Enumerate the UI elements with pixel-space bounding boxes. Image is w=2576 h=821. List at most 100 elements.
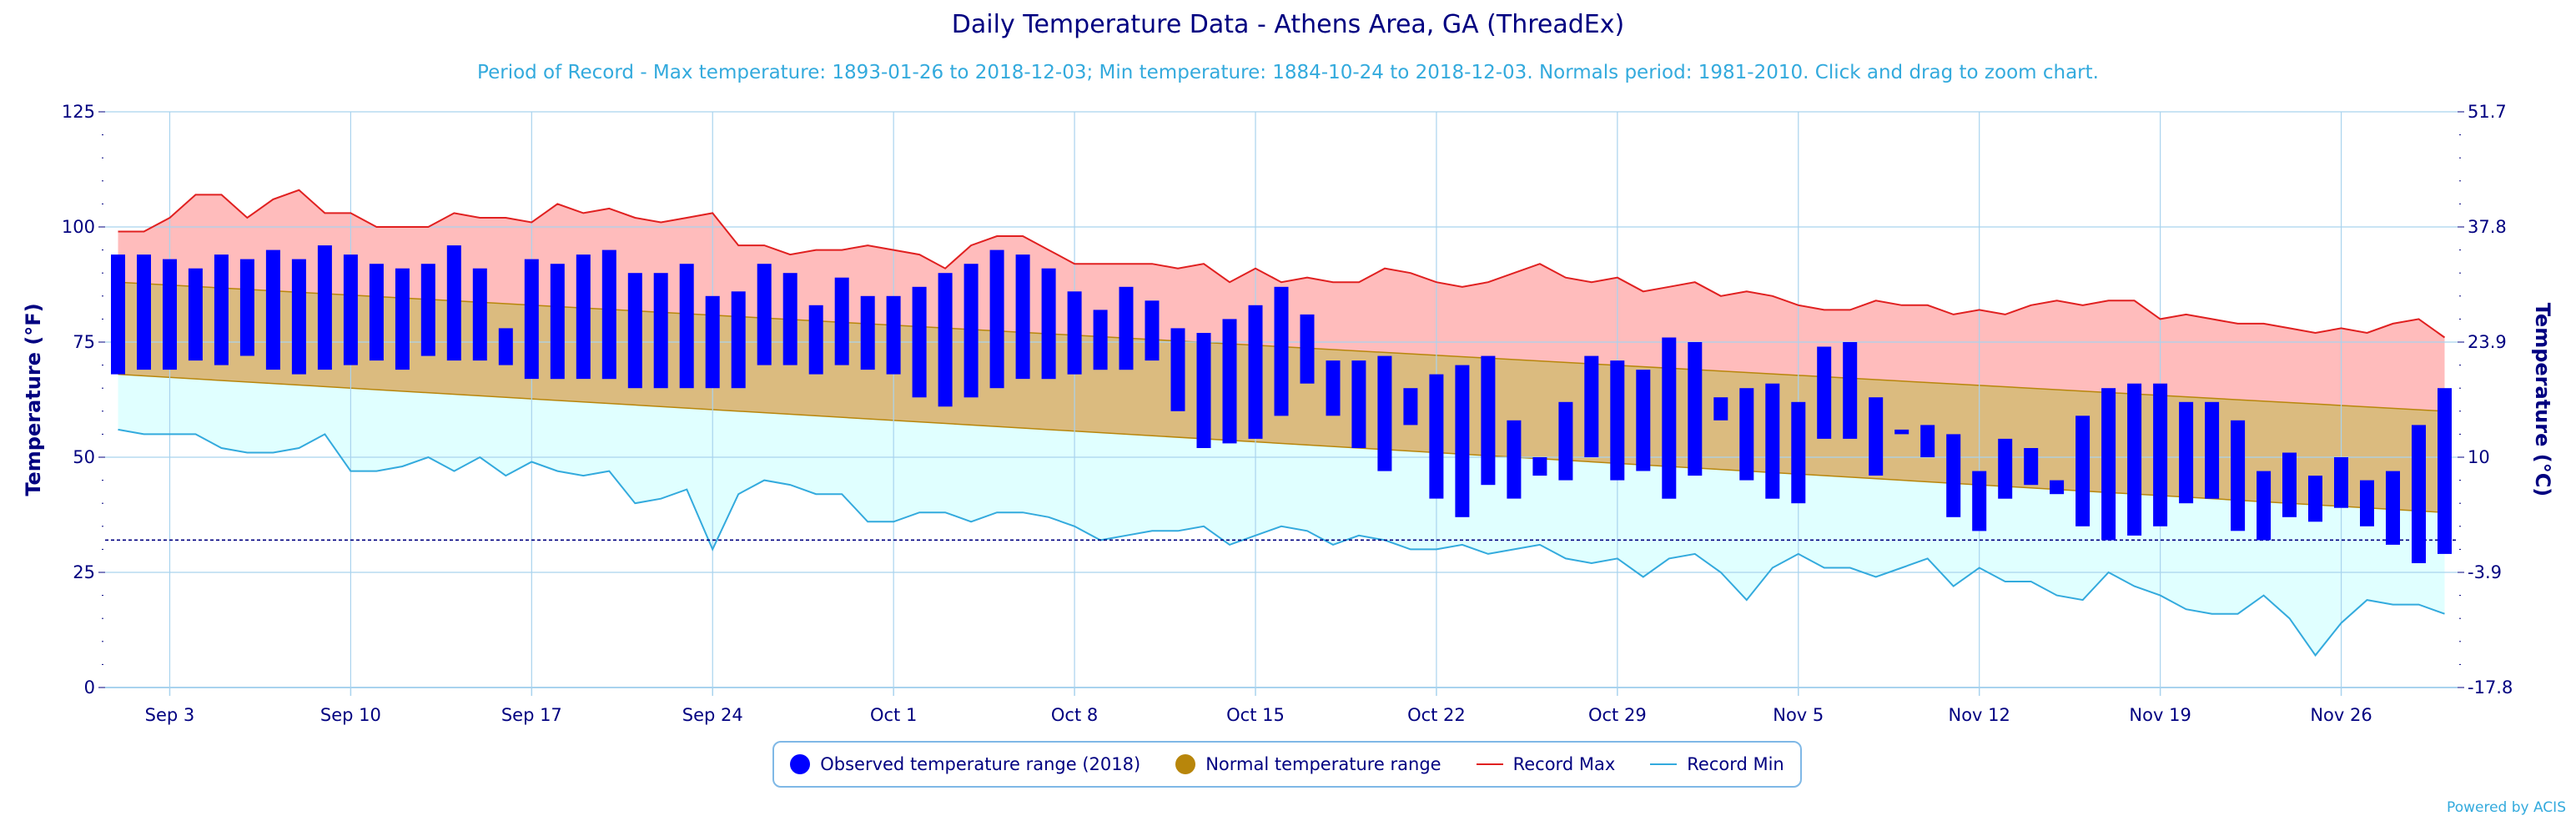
- observed-bar[interactable]: [2438, 388, 2452, 554]
- observed-bar[interactable]: [1041, 268, 1056, 380]
- observed-bar[interactable]: [1170, 328, 1185, 411]
- temperature-chart[interactable]: 0 25 50 75 100 125 -17.8 -3.9 10 23.9 37.8 51.7 Sep …: [0, 0, 2576, 734]
- observed-bar[interactable]: [1636, 370, 1651, 471]
- observed-bar[interactable]: [989, 249, 1004, 389]
- observed-bar[interactable]: [1532, 457, 1547, 476]
- observed-bar[interactable]: [291, 259, 306, 375]
- observed-bar[interactable]: [2075, 416, 2090, 526]
- observed-bar[interactable]: [1429, 374, 1444, 499]
- observed-bar[interactable]: [1119, 286, 1134, 370]
- observed-bar[interactable]: [963, 264, 979, 398]
- observed-bar[interactable]: [2257, 471, 2272, 541]
- observed-bar[interactable]: [2334, 457, 2348, 508]
- observed-bar[interactable]: [860, 295, 875, 370]
- credits-link[interactable]: Powered by ACIS: [2447, 799, 2566, 816]
- observed-bar[interactable]: [343, 254, 358, 365]
- observed-bar[interactable]: [214, 254, 229, 365]
- observed-bar[interactable]: [317, 245, 332, 370]
- observed-bar[interactable]: [886, 295, 901, 375]
- observed-bar[interactable]: [938, 273, 953, 407]
- observed-bar[interactable]: [420, 264, 435, 356]
- observed-bar[interactable]: [782, 273, 797, 365]
- observed-bar[interactable]: [137, 254, 151, 370]
- observed-bar[interactable]: [1145, 300, 1160, 361]
- observed-bar[interactable]: [2205, 401, 2220, 499]
- observed-bar[interactable]: [1093, 310, 1108, 370]
- observed-bar[interactable]: [239, 259, 254, 356]
- observed-bar[interactable]: [1248, 305, 1263, 439]
- observed-bar[interactable]: [2386, 471, 2400, 545]
- observed-bar[interactable]: [679, 264, 694, 389]
- observed-bar[interactable]: [2308, 476, 2322, 522]
- observed-bar[interactable]: [1894, 429, 1909, 435]
- observed-bar[interactable]: [1351, 360, 1366, 448]
- observed-bar[interactable]: [1688, 342, 1703, 476]
- observed-bar[interactable]: [446, 245, 461, 361]
- observed-bar[interactable]: [1791, 401, 1806, 504]
- observed-bar[interactable]: [1584, 355, 1599, 457]
- observed-bar[interactable]: [1196, 333, 1211, 448]
- legend-item-record-min[interactable]: Record Min: [1650, 754, 1784, 774]
- observed-bar[interactable]: [1507, 420, 1522, 499]
- observed-bar[interactable]: [731, 291, 746, 389]
- observed-bar[interactable]: [265, 249, 280, 370]
- observed-bar[interactable]: [1920, 425, 1935, 457]
- observed-bar[interactable]: [1558, 401, 1573, 481]
- observed-bar[interactable]: [601, 249, 616, 380]
- observed-bar[interactable]: [2050, 480, 2065, 495]
- record-max-line[interactable]: [118, 189, 2446, 339]
- observed-bar[interactable]: [1662, 337, 1677, 499]
- observed-bar[interactable]: [1326, 360, 1341, 416]
- observed-bar[interactable]: [2127, 383, 2142, 536]
- observed-bar[interactable]: [653, 273, 668, 389]
- observed-bar[interactable]: [1946, 434, 1961, 517]
- record-min-line[interactable]: [118, 428, 2445, 657]
- observed-bar[interactable]: [1713, 397, 1728, 421]
- observed-bar[interactable]: [111, 254, 125, 375]
- observed-bar[interactable]: [1998, 438, 2013, 499]
- observed-bar[interactable]: [576, 254, 591, 380]
- observed-bar[interactable]: [1481, 355, 1496, 486]
- observed-bar[interactable]: [1765, 383, 1780, 499]
- observed-bar[interactable]: [757, 264, 772, 365]
- observed-bar[interactable]: [1067, 291, 1082, 375]
- observed-bar[interactable]: [1377, 355, 1392, 471]
- plot-area[interactable]: [105, 111, 2458, 688]
- legend-item-record-max[interactable]: Record Max: [1476, 754, 1615, 774]
- observed-bar[interactable]: [808, 305, 823, 375]
- observed-bar[interactable]: [395, 268, 410, 370]
- observed-bar[interactable]: [2360, 480, 2374, 526]
- observed-bar[interactable]: [1222, 319, 1237, 444]
- observed-bar[interactable]: [2101, 388, 2116, 541]
- observed-bar[interactable]: [1455, 365, 1470, 517]
- observed-bar[interactable]: [2153, 383, 2168, 526]
- observed-bar[interactable]: [498, 328, 513, 365]
- observed-bar[interactable]: [472, 268, 487, 361]
- observed-bar[interactable]: [705, 295, 720, 389]
- observed-bar[interactable]: [1274, 286, 1289, 416]
- observed-bar[interactable]: [1869, 397, 1884, 476]
- observed-bar[interactable]: [369, 264, 384, 361]
- observed-bar[interactable]: [1739, 388, 1754, 481]
- observed-bar[interactable]: [1610, 360, 1625, 481]
- observed-bar[interactable]: [1972, 471, 1987, 531]
- observed-bar[interactable]: [550, 264, 565, 380]
- observed-bar[interactable]: [163, 259, 177, 370]
- observed-bar[interactable]: [2282, 452, 2297, 517]
- observed-bar[interactable]: [834, 277, 849, 365]
- observed-bar[interactable]: [1300, 314, 1315, 384]
- observed-bar[interactable]: [1403, 388, 1418, 426]
- observed-bar[interactable]: [1015, 254, 1030, 380]
- observed-bar[interactable]: [627, 273, 642, 389]
- legend-item-observed[interactable]: Observed temperature range (2018): [790, 754, 1140, 774]
- observed-bar[interactable]: [1843, 342, 1858, 439]
- observed-bar[interactable]: [2179, 401, 2194, 504]
- observed-bar[interactable]: [2231, 420, 2246, 531]
- observed-bar[interactable]: [912, 286, 927, 398]
- observed-bar[interactable]: [524, 259, 539, 380]
- observed-bar[interactable]: [2412, 425, 2426, 563]
- observed-bar[interactable]: [1817, 346, 1832, 439]
- observed-bar[interactable]: [188, 268, 203, 361]
- legend-item-normal[interactable]: Normal temperature range: [1175, 754, 1441, 774]
- observed-bar[interactable]: [2024, 448, 2039, 486]
